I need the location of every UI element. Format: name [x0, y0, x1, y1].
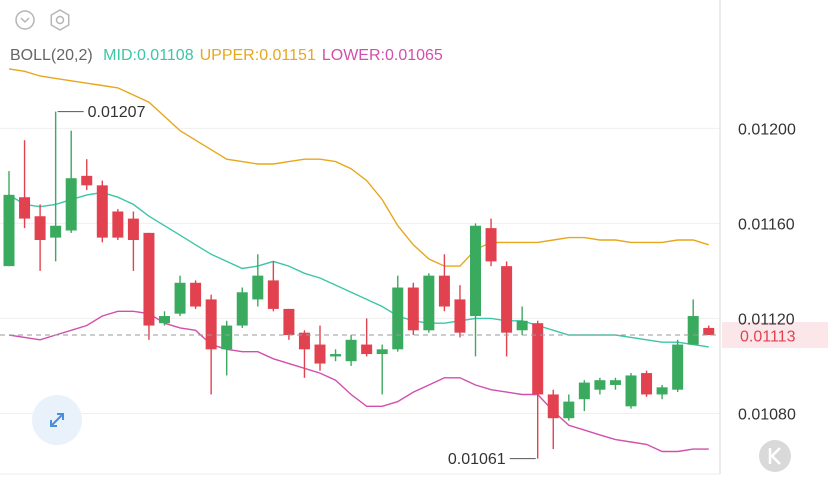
candle-body [687, 316, 699, 345]
band-line [8, 310, 709, 453]
candle-body [3, 194, 15, 267]
candle-body [609, 380, 621, 385]
candle-body [143, 232, 155, 326]
candle-body [547, 394, 559, 419]
candle-body [423, 275, 435, 331]
candle-body [392, 287, 404, 350]
settings-icon[interactable] [50, 9, 70, 31]
legend-value: 0.01151 [259, 47, 316, 64]
legend-label: MID: [103, 47, 137, 64]
legend-value: 0.01065 [385, 47, 443, 64]
candle-body [330, 354, 342, 357]
candle-body [656, 387, 668, 395]
candle-body [205, 299, 217, 350]
candle-body [252, 275, 264, 300]
candle-body [454, 299, 466, 333]
candle-body [65, 178, 77, 231]
k-button[interactable] [759, 440, 791, 472]
band-line [8, 191, 709, 348]
candle-body [267, 280, 279, 309]
candle-body [236, 292, 248, 326]
y-tick-label: 0.01120 [738, 312, 795, 329]
indicator-name: BOLL(20,2) [10, 47, 93, 64]
candle-body [19, 197, 31, 219]
y-tick-label: 0.01080 [738, 407, 796, 424]
candle-body [190, 282, 202, 307]
candle-body [127, 218, 139, 240]
candle-body [501, 266, 513, 333]
y-axis: 0.01200 0.01160 0.01120 0.01080 [738, 122, 796, 424]
legend-value: 0.01108 [137, 47, 194, 64]
candle-body [470, 225, 481, 317]
last-price-label: 0.01113 [740, 328, 796, 345]
candle-body [50, 225, 62, 238]
candle-body [298, 332, 310, 350]
y-tick-label: 0.01200 [738, 122, 796, 139]
candle-body [174, 282, 186, 314]
plot: 0.01113 0.01207 0.01061 [0, 68, 828, 468]
candle-body [532, 323, 544, 395]
candle-body [345, 339, 357, 362]
candle-body [221, 325, 233, 350]
collapse-icon[interactable] [15, 10, 35, 30]
low-label: 0.01061 [448, 451, 506, 468]
candle-body [672, 344, 684, 390]
candle-body [96, 185, 108, 238]
candle-body [159, 316, 170, 324]
band-line [8, 68, 710, 267]
candle-body [703, 327, 715, 336]
candle-body [516, 320, 528, 331]
candle-body [34, 216, 46, 240]
y-tick-label: 0.01160 [738, 217, 795, 234]
candle-body [578, 382, 590, 400]
candle-body [283, 308, 295, 336]
candle-body [112, 211, 124, 238]
legend-label: LOWER: [322, 47, 385, 64]
candle-body [81, 175, 93, 186]
candle-body [314, 344, 326, 364]
candle-body [485, 228, 497, 262]
candle-body [376, 349, 388, 355]
last-price-badge [722, 322, 828, 349]
candle-body [563, 401, 575, 419]
expand-button[interactable] [32, 395, 82, 445]
candle-body [625, 375, 637, 407]
indicator-legend: BOLL(20,2) MID:0.01108 UPPER:0.01151 LOWER… [10, 47, 443, 64]
candle-body [594, 380, 606, 390]
candle-body [438, 275, 450, 307]
legend-label: UPPER: [200, 47, 260, 64]
candle-body [361, 344, 373, 355]
high-label: 0.01207 [88, 104, 146, 121]
grid [0, 127, 720, 414]
candle-body [641, 373, 653, 395]
candle-body [407, 287, 419, 331]
